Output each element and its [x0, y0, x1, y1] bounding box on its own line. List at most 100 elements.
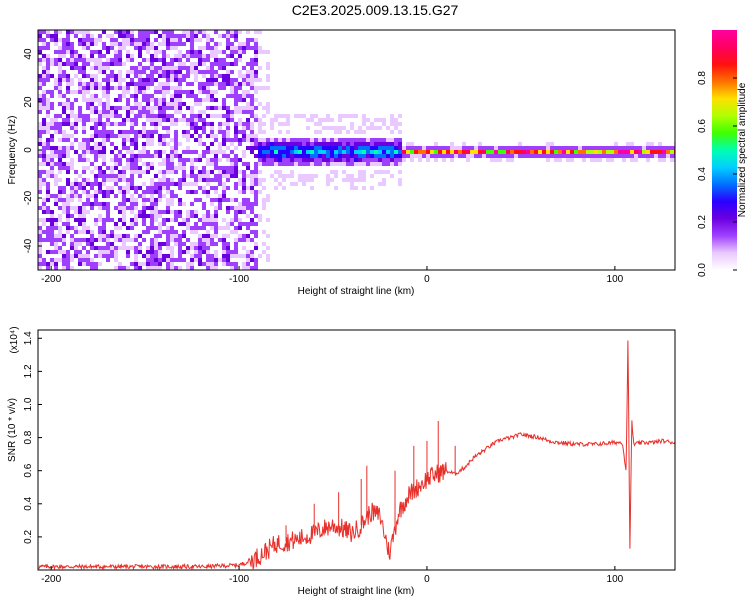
heatmap-cell — [154, 70, 158, 74]
heatmap-cell — [178, 154, 182, 158]
heatmap-cell — [410, 158, 414, 162]
heatmap-cell — [266, 154, 270, 158]
heatmap-cell — [218, 50, 222, 54]
heatmap-cell — [114, 134, 118, 138]
heatmap-cell — [222, 166, 226, 170]
heatmap-cell — [90, 42, 94, 46]
heatmap-cell — [354, 166, 358, 170]
heatmap-cell — [274, 138, 278, 142]
heatmap-cell — [234, 94, 238, 98]
heatmap-cell — [274, 146, 278, 150]
heatmap-cell — [326, 166, 330, 170]
heatmap-cell — [170, 114, 174, 118]
heatmap-cell — [118, 238, 122, 242]
heatmap-cell — [354, 142, 358, 146]
heatmap-cell — [178, 70, 182, 74]
heatmap-cell — [98, 58, 102, 62]
heatmap-cell — [150, 98, 154, 102]
heatmap-cell — [58, 234, 62, 238]
heatmap-cell — [90, 182, 94, 186]
heatmap-cell — [198, 82, 202, 86]
heatmap-cell — [646, 158, 650, 162]
heatmap-cell — [266, 234, 270, 238]
heatmap-cell — [142, 254, 146, 258]
heatmap-cell — [266, 198, 270, 202]
heatmap-cell — [670, 150, 674, 154]
heatmap-cell — [242, 162, 246, 166]
heatmap-cell — [70, 62, 74, 66]
heatmap-cell — [194, 246, 198, 250]
heatmap-cell — [246, 262, 250, 266]
heatmap-cell — [114, 254, 118, 258]
heatmap-cell — [62, 130, 66, 134]
heatmap-cell — [182, 258, 186, 262]
heatmap-cell — [82, 230, 86, 234]
heatmap-cell — [170, 226, 174, 230]
heatmap-cell — [66, 230, 70, 234]
heatmap-cell — [214, 46, 218, 50]
heatmap-cell — [286, 166, 290, 170]
heatmap-cell — [154, 150, 158, 154]
heatmap-cell — [174, 122, 178, 126]
heatmap-cell — [182, 166, 186, 170]
heatmap-cell — [274, 170, 278, 174]
heatmap-cell — [298, 126, 302, 130]
heatmap-cell — [214, 82, 218, 86]
heatmap-cell — [206, 150, 210, 154]
heatmap-cell — [106, 138, 110, 142]
heatmap-cell — [154, 50, 158, 54]
heatmap-cell — [126, 206, 130, 210]
heatmap-cell — [518, 142, 522, 146]
heatmap-cell — [102, 170, 106, 174]
heatmap-cell — [38, 190, 42, 194]
heatmap-cell — [182, 178, 186, 182]
heatmap-cell — [398, 118, 402, 122]
heatmap-cell — [106, 98, 110, 102]
heatmap-cell — [194, 214, 198, 218]
heatmap-cell — [106, 250, 110, 254]
heatmap-cell — [126, 102, 130, 106]
snr-frame — [37, 329, 676, 571]
heatmap-cell — [50, 118, 54, 122]
heatmap-cell — [78, 146, 82, 150]
heatmap-cell — [346, 138, 350, 142]
heatmap-cell — [82, 170, 86, 174]
heatmap-cell — [178, 198, 182, 202]
heatmap-cell — [210, 202, 214, 206]
heatmap-cell — [210, 226, 214, 230]
heatmap-cell — [118, 98, 122, 102]
heatmap-cell — [254, 154, 258, 158]
heatmap-cell — [338, 146, 342, 150]
heatmap-cell — [158, 58, 162, 62]
heatmap-cell — [90, 78, 94, 82]
heatmap-cell — [170, 70, 174, 74]
heatmap-cell — [170, 62, 174, 66]
heatmap-cell — [94, 94, 98, 98]
heatmap-cell — [70, 66, 74, 70]
heatmap-cell — [66, 62, 70, 66]
heatmap-cell — [106, 102, 110, 106]
heatmap-cell — [158, 190, 162, 194]
heatmap-cell — [166, 170, 170, 174]
heatmap-cell — [218, 238, 222, 242]
heatmap-cell — [194, 174, 198, 178]
heatmap-cell — [138, 174, 142, 178]
heatmap-cell — [130, 122, 134, 126]
heatmap-cell — [114, 146, 118, 150]
heatmap-cell — [146, 42, 150, 46]
heatmap-cell — [110, 174, 114, 178]
heatmap-cell — [38, 134, 42, 138]
heatmap-cell — [246, 106, 250, 110]
heatmap-cell — [54, 38, 58, 42]
heatmap-cell — [62, 150, 66, 154]
heatmap-cell — [66, 162, 70, 166]
heatmap-cell — [234, 138, 238, 142]
heatmap-cell — [290, 138, 294, 142]
heatmap-cell — [70, 78, 74, 82]
heatmap-cell — [150, 214, 154, 218]
heatmap-cell — [102, 146, 106, 150]
heatmap-cell — [158, 138, 162, 142]
heatmap-cell — [314, 154, 318, 158]
heatmap-cell — [174, 138, 178, 142]
heatmap-cell — [82, 202, 86, 206]
